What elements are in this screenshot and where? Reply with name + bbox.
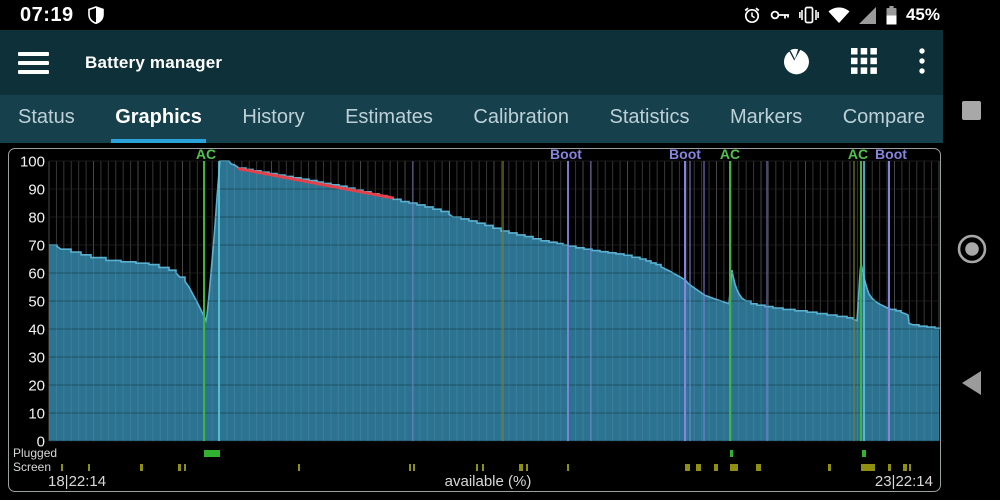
recents-square-icon — [962, 101, 981, 123]
svg-text:Plugged: Plugged — [13, 446, 57, 460]
svg-text:100: 100 — [20, 154, 45, 171]
svg-text:0: 0 — [37, 434, 45, 451]
graphics-page: AC Boot Boot AC AC Boot 100 90 80 70 60 50 40 30 20 10 0… — [0, 143, 945, 500]
tab-bar: Status Graphics History Estimates Calibr… — [0, 95, 943, 143]
pie-chart-button[interactable] — [782, 48, 809, 78]
tab-markers[interactable]: Markers — [726, 95, 806, 143]
svg-text:Screen: Screen — [13, 460, 51, 474]
shield-icon — [87, 6, 104, 24]
battery-history-chart[interactable]: AC Boot Boot AC AC Boot1009080706050403020100… — [9, 149, 940, 491]
svg-text:Boot: Boot — [550, 149, 582, 162]
tab-statistics[interactable]: Statistics — [605, 95, 693, 143]
tab-status[interactable]: Status — [14, 95, 79, 143]
tab-compare[interactable]: Compare — [839, 95, 929, 143]
back-triangle-icon — [962, 370, 981, 398]
home-circle-icon — [957, 234, 987, 267]
status-bar: 07:19 — [0, 0, 1000, 30]
tab-history[interactable]: History — [238, 95, 308, 143]
chart-panel: AC Boot Boot AC AC Boot 100 90 80 70 60 50 40 30 20 10 0… — [8, 148, 941, 492]
svg-text:10: 10 — [28, 406, 45, 423]
svg-text:60: 60 — [28, 266, 45, 283]
svg-text:40: 40 — [28, 322, 45, 339]
pie-chart-icon — [782, 48, 809, 78]
signal-icon — [858, 6, 877, 24]
svg-text:70: 70 — [28, 238, 45, 255]
svg-text:AC: AC — [196, 149, 216, 162]
svg-text:available (%): available (%) — [445, 473, 532, 490]
wifi-icon — [828, 7, 850, 24]
back-button[interactable] — [943, 368, 1000, 400]
grid-button[interactable] — [851, 48, 877, 77]
svg-text:AC: AC — [720, 149, 740, 162]
home-button[interactable] — [943, 232, 1000, 268]
svg-text:AC: AC — [848, 149, 868, 162]
menu-button[interactable] — [18, 51, 49, 74]
svg-text:50: 50 — [28, 294, 45, 311]
alarm-icon — [743, 6, 761, 24]
battery-icon — [886, 5, 897, 25]
tab-graphics[interactable]: Graphics — [111, 95, 206, 143]
svg-text:Boot: Boot — [669, 149, 701, 162]
overflow-icon — [919, 48, 925, 77]
svg-text:30: 30 — [28, 350, 45, 367]
recents-button[interactable] — [943, 92, 1000, 132]
status-clock: 07:19 — [20, 3, 74, 26]
app-bar: Battery manager — [0, 30, 943, 95]
tab-estimates[interactable]: Estimates — [341, 95, 437, 143]
grid-icon — [851, 48, 877, 77]
svg-text:90: 90 — [28, 182, 45, 199]
app-title: Battery manager — [85, 52, 223, 72]
svg-text:80: 80 — [28, 210, 45, 227]
svg-text:Boot: Boot — [875, 149, 907, 162]
menu-icon — [18, 51, 49, 56]
overflow-menu-button[interactable] — [919, 48, 925, 77]
svg-text:23|22:14: 23|22:14 — [875, 473, 933, 490]
tab-calibration[interactable]: Calibration — [469, 95, 573, 143]
nav-bar — [943, 0, 1000, 500]
svg-text:18|22:14: 18|22:14 — [48, 473, 106, 490]
key-icon — [770, 8, 790, 22]
vibrate-icon — [799, 6, 819, 24]
battery-percent: 45% — [905, 5, 940, 24]
svg-text:20: 20 — [28, 378, 45, 395]
